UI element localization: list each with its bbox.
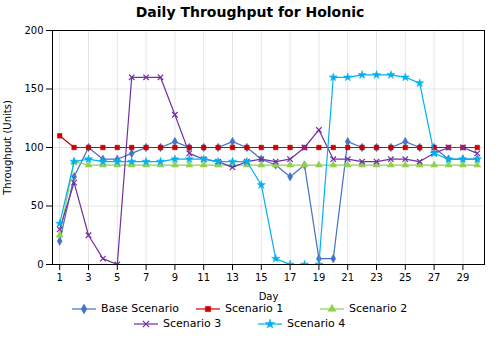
svg-text:25: 25 [399, 272, 412, 283]
svg-text:27: 27 [428, 272, 441, 283]
svg-text:11: 11 [197, 272, 210, 283]
svg-text:Throughput (Units): Throughput (Units) [2, 100, 13, 196]
html-text:Scenario 3: Scenario 3 [163, 317, 222, 330]
svg-text:200: 200 [24, 25, 43, 36]
svg-text:Day: Day [259, 291, 279, 302]
svg-text:9: 9 [172, 272, 178, 283]
svg-text:150: 150 [24, 83, 43, 94]
svg-text:19: 19 [313, 272, 326, 283]
svg-text:100: 100 [24, 142, 43, 153]
svg-text:5: 5 [114, 272, 120, 283]
svg-text:15: 15 [255, 272, 268, 283]
html-text:Base Scenario: Base Scenario [101, 302, 180, 315]
svg-text:13: 13 [226, 272, 239, 283]
svg-text:29: 29 [457, 272, 470, 283]
html-text:Daily Throughput for Holonic: Daily Throughput for Holonic [135, 4, 365, 20]
svg-text:1: 1 [57, 272, 63, 283]
svg-text:0: 0 [37, 259, 43, 270]
html-text:Scenario 4: Scenario 4 [287, 317, 346, 330]
svg-text:7: 7 [143, 272, 149, 283]
svg-text:50: 50 [31, 200, 44, 211]
html-text:Scenario 1: Scenario 1 [225, 302, 284, 315]
html-text:Scenario 2: Scenario 2 [349, 302, 408, 315]
svg-text:21: 21 [341, 272, 354, 283]
svg-text:23: 23 [370, 272, 383, 283]
svg-text:17: 17 [284, 272, 297, 283]
svg-text:3: 3 [85, 272, 91, 283]
